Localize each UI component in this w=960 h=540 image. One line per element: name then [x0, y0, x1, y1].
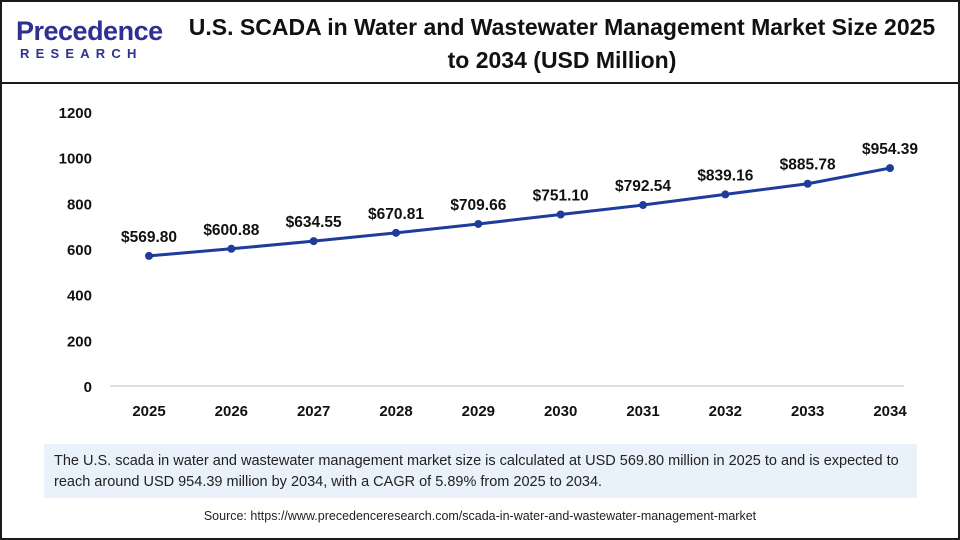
brand-logo: Precedence RESEARCH	[16, 16, 166, 68]
description-box: The U.S. scada in water and wastewater m…	[44, 444, 917, 498]
data-point	[639, 201, 647, 210]
y-tick-label: 800	[67, 196, 92, 213]
x-tick-label: 2031	[626, 403, 659, 420]
source-text: Source: https://www.precedenceresearch.c…	[203, 509, 757, 523]
series-line	[148, 166, 891, 258]
y-tick-label: 600	[67, 242, 92, 259]
data-point	[556, 210, 565, 219]
y-tick-label: 1000	[59, 151, 92, 168]
data-label: $569.80	[121, 229, 177, 246]
x-tick-label: 2026	[215, 403, 248, 420]
data-label: $751.10	[533, 187, 589, 204]
data-label: $670.81	[368, 206, 424, 223]
x-tick-label: 2033	[791, 403, 824, 420]
data-label: $709.66	[450, 197, 506, 214]
data-point	[803, 179, 812, 188]
chart-title: U.S. SCADA in Water and Wastewater Manag…	[188, 14, 936, 73]
data-point	[474, 219, 483, 228]
x-tick-label: 2025	[132, 403, 165, 420]
data-point	[392, 228, 400, 237]
brand-subtitle: RESEARCH	[20, 46, 143, 61]
data-label: $634.55	[286, 214, 342, 231]
x-tick-label: 2028	[379, 403, 412, 420]
x-tick-label: 2030	[544, 403, 577, 420]
x-tick-label: 2032	[709, 403, 742, 420]
data-point	[886, 164, 894, 173]
x-tick-label: 2034	[873, 403, 907, 420]
data-point	[309, 237, 318, 246]
line-chart: 0 200 400 600 800 1000 1200 2025 2026 2027 2028 202…	[59, 105, 919, 420]
data-point	[227, 244, 236, 253]
y-tick-label: 400	[67, 288, 92, 305]
data-label: $885.78	[780, 157, 836, 174]
brand-name: Precedence	[16, 16, 163, 46]
data-label: $954.39	[862, 141, 918, 158]
data-label: $600.88	[203, 222, 259, 239]
y-tick-label: 200	[67, 333, 92, 350]
header: Precedence RESEARCH U.S. SCADA in Water …	[2, 2, 958, 84]
y-tick-label: 1200	[59, 105, 92, 122]
data-label: $839.16	[697, 167, 753, 184]
data-point	[145, 251, 153, 260]
data-label: $792.54	[615, 178, 671, 195]
y-tick-label: 0	[84, 379, 92, 396]
x-tick-label: 2029	[462, 403, 495, 420]
x-tick-label: 2027	[297, 403, 330, 420]
data-point	[721, 190, 730, 199]
